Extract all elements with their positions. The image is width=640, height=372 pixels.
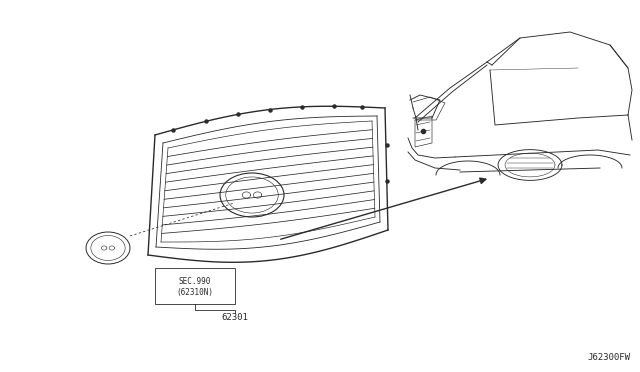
- Text: 62301: 62301: [221, 314, 248, 323]
- Bar: [155, 268, 235, 304]
- Text: SEC.990: SEC.990: [179, 276, 211, 285]
- Text: (62310N): (62310N): [177, 289, 214, 298]
- Text: J62300FW: J62300FW: [587, 353, 630, 362]
